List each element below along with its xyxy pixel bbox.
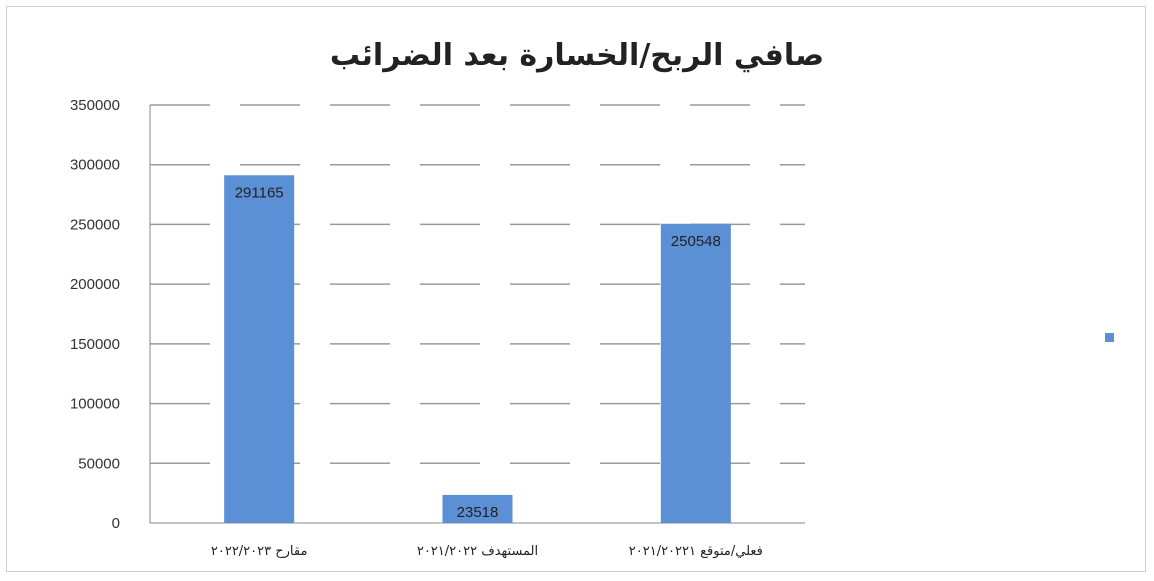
y-tick-label: 350000 xyxy=(70,97,120,114)
data-label: 291165 xyxy=(235,184,284,201)
bar xyxy=(442,494,513,523)
y-tick-label: 300000 xyxy=(70,157,120,174)
bar xyxy=(660,223,731,523)
x-category-label: فعلي/متوقع ٢٠٢١/٢٠٢٢١ xyxy=(629,544,763,559)
chart-frame xyxy=(6,6,1146,572)
chart-title: صافي الربح/الخسارة بعد الضرائب xyxy=(329,38,825,73)
legend-marker xyxy=(1105,333,1114,342)
y-tick-label: 250000 xyxy=(70,216,120,233)
y-tick-label: 0 xyxy=(112,515,120,532)
data-label: 250548 xyxy=(671,233,721,250)
data-label: 23518 xyxy=(457,504,499,521)
bar xyxy=(224,175,295,523)
x-category-label: المستهدف ٢٠٢١/٢٠٢٢ xyxy=(417,544,538,559)
y-tick-label: 50000 xyxy=(78,455,120,472)
y-tick-label: 150000 xyxy=(70,336,120,353)
y-tick-label: 200000 xyxy=(70,276,120,293)
x-category-label: مقارح ٢٠٢٢/٢٠٢٣ xyxy=(211,544,308,559)
y-tick-label: 100000 xyxy=(70,396,120,413)
